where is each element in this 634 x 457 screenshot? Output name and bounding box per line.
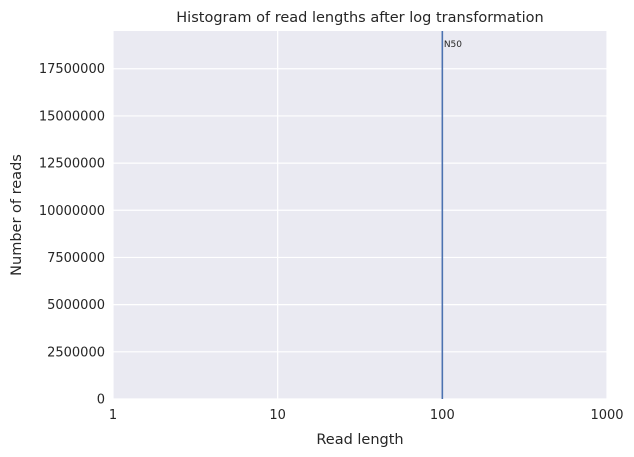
- y-tick-label-2: 5000000: [47, 298, 105, 313]
- x-tick-label-2: 100: [430, 408, 455, 423]
- x-axis-ticks: 1 10 100 1000: [109, 408, 624, 423]
- y-tick-label-5: 12500000: [39, 157, 105, 172]
- y-tick-label-0: 0: [97, 393, 105, 408]
- n50-label: N50: [444, 40, 462, 50]
- y-tick-label-1: 2500000: [47, 345, 105, 360]
- x-tick-label-1: 10: [269, 408, 286, 423]
- plot-area: [113, 31, 607, 399]
- y-tick-label-4: 10000000: [39, 204, 105, 219]
- chart-title: Histogram of read lengths after log tran…: [176, 10, 543, 26]
- annotations: N50: [441, 31, 462, 399]
- x-axis-label: Read length: [316, 432, 403, 448]
- y-axis-ticks: 0 2500000 5000000 7500000 10000000 12500000 15…: [39, 62, 105, 407]
- y-tick-label-7: 17500000: [39, 62, 105, 77]
- y-tick-label-3: 7500000: [47, 251, 105, 266]
- y-axis-label: Number of reads: [9, 154, 25, 276]
- x-tick-label-3: 1000: [590, 408, 623, 423]
- y-tick-label-6: 15000000: [39, 109, 105, 124]
- x-tick-label-0: 1: [109, 408, 117, 423]
